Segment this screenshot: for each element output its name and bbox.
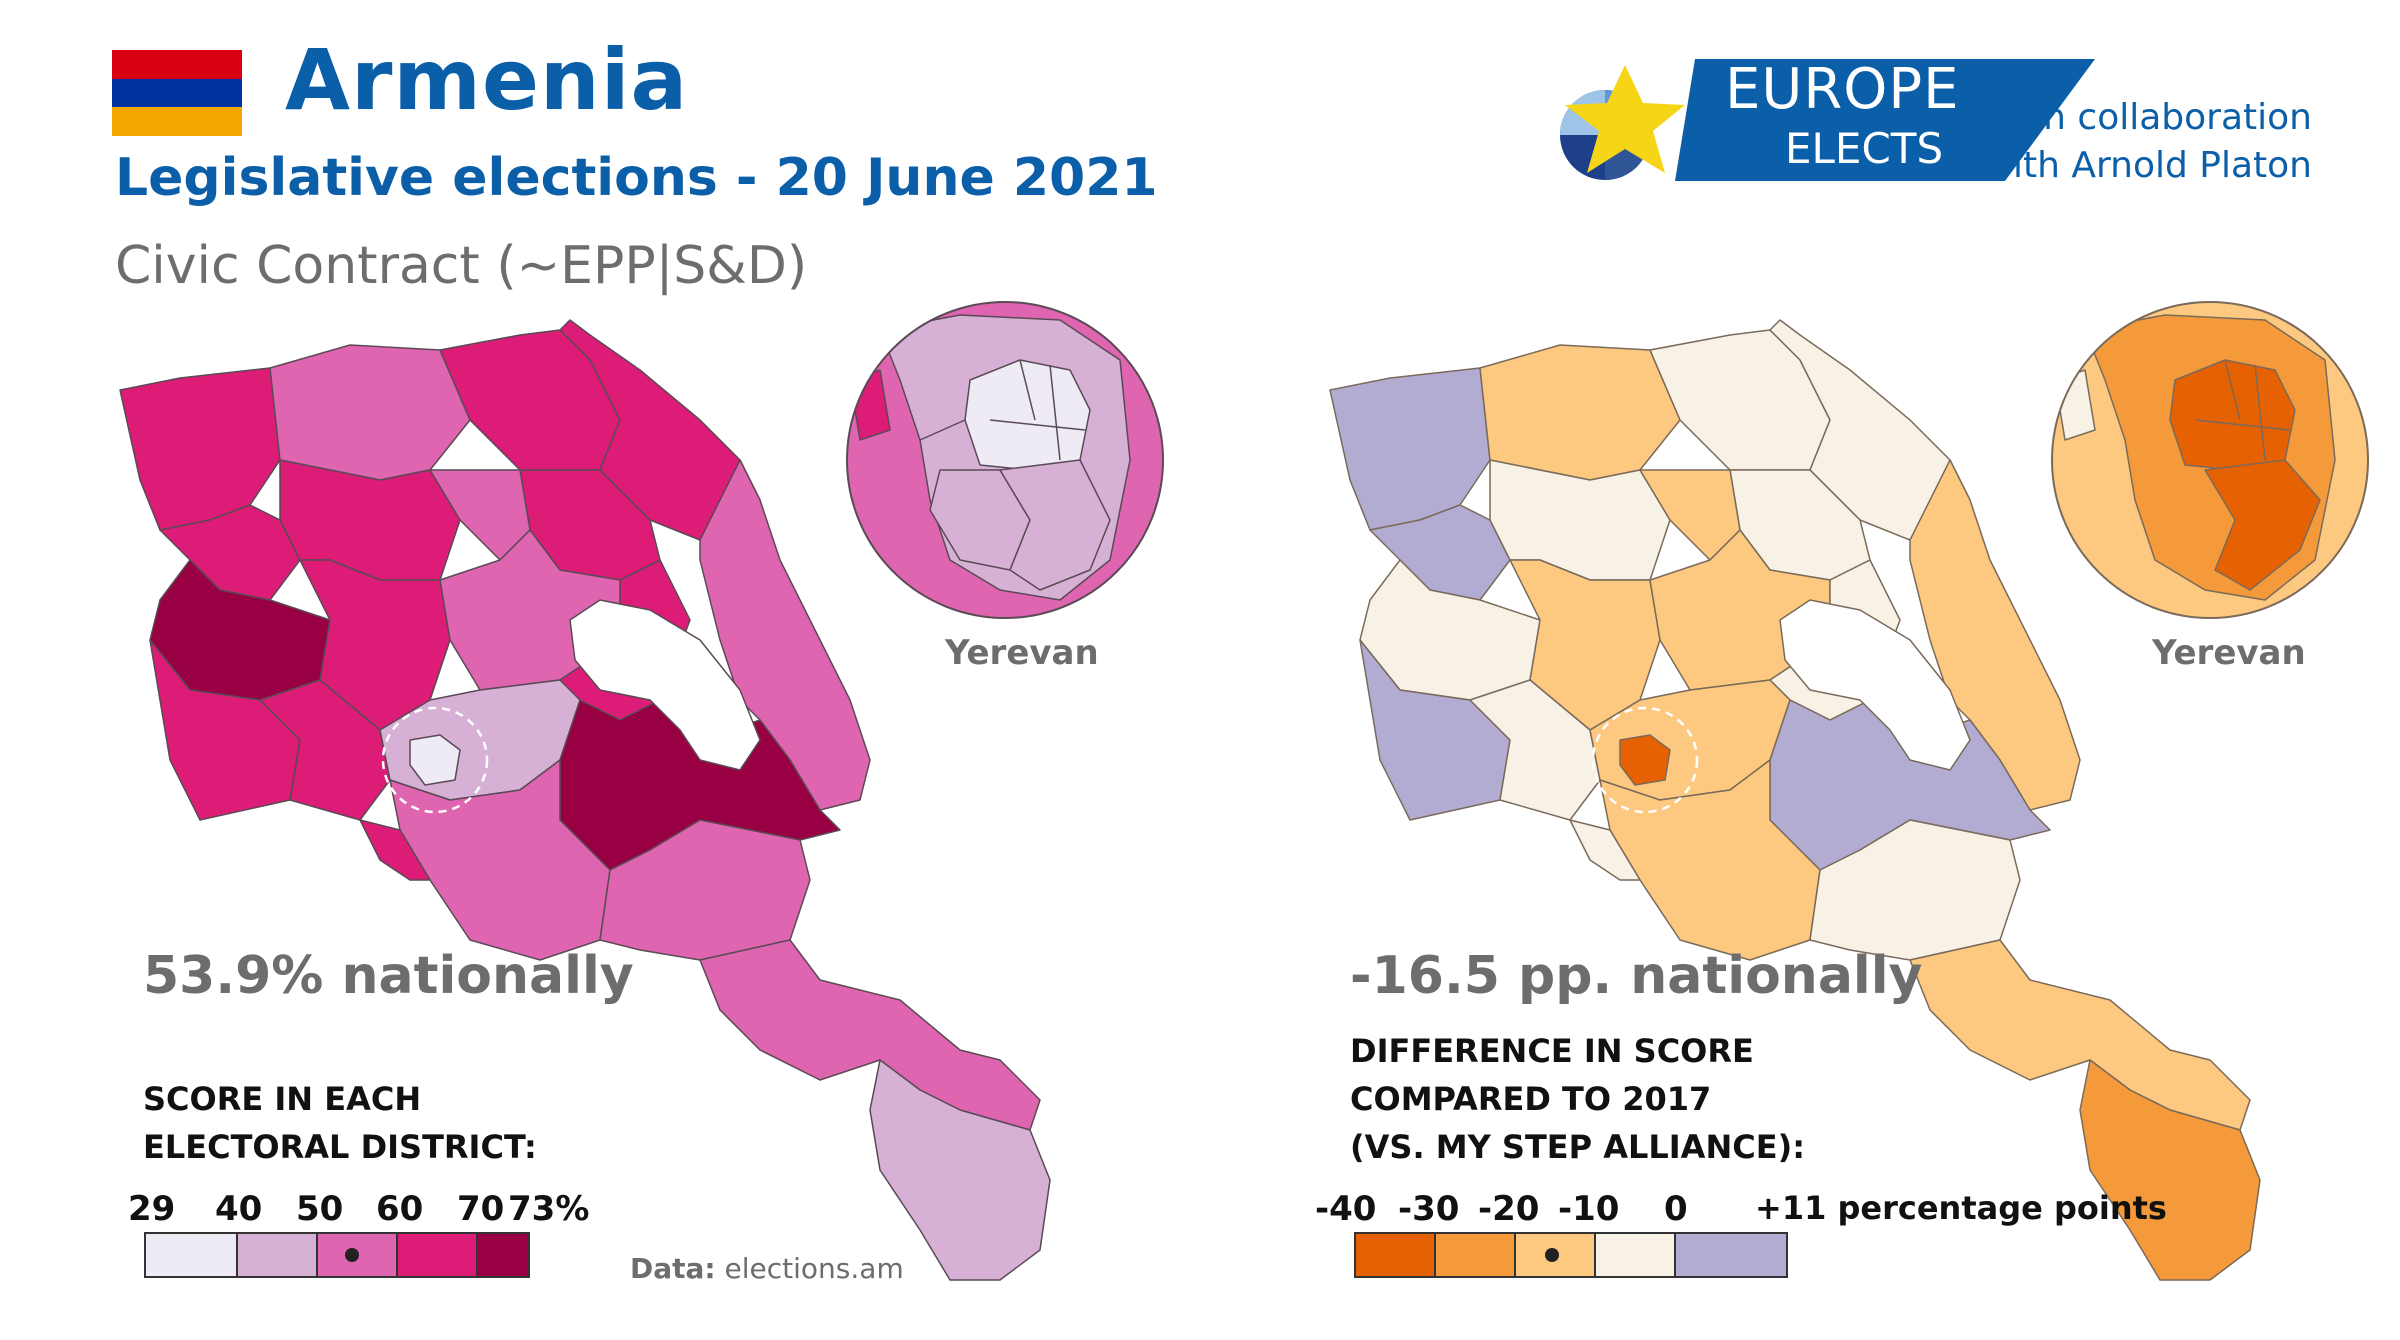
legend-right-bin-1 <box>1434 1232 1516 1278</box>
data-source-label: Data: <box>630 1252 716 1285</box>
flag-stripe-red <box>112 50 242 79</box>
legend-title-left-line1: SCORE IN EACH <box>143 1080 422 1118</box>
flag-stripe-blue <box>112 78 242 108</box>
europe-elects-logo <box>1560 59 2095 181</box>
right-legend <box>1354 1232 1788 1278</box>
inset-label-right: Yerevan <box>2152 633 2306 673</box>
legend-title-right-line1: DIFFERENCE IN SCORE <box>1350 1032 1754 1070</box>
left-legend <box>144 1232 530 1278</box>
yerevan-marker-right <box>1591 706 1699 814</box>
data-source: Data: elections.am <box>630 1255 904 1283</box>
armenia-flag <box>112 50 242 136</box>
district-r-syunik-south <box>2079 1059 2261 1281</box>
legend-title-right: DIFFERENCE IN SCORE COMPARED TO 2017 (VS… <box>1350 1027 1805 1171</box>
tick-left-1: 40 <box>215 1189 263 1229</box>
data-source-value: elections.am <box>724 1252 904 1285</box>
tick-left-0: 29 <box>128 1189 176 1229</box>
tick-right-1: -30 <box>1398 1189 1460 1229</box>
legend-right-bin-4 <box>1674 1232 1788 1278</box>
page-title: Armenia <box>285 31 689 129</box>
legend-right-bin-3 <box>1594 1232 1676 1278</box>
legend-left-bin-4 <box>476 1232 530 1278</box>
collaboration-line-1: in collaboration <box>2033 97 2312 138</box>
tick-left-2: 50 <box>296 1189 344 1229</box>
party-name: Civic Contract (~EPP|S&D) <box>115 236 808 296</box>
legend-title-right-line2: COMPARED TO 2017 <box>1350 1080 1712 1118</box>
legend-title-left-line2: ELECTORAL DISTRICT: <box>143 1128 537 1166</box>
tick-left-5: 73% <box>508 1189 590 1229</box>
inset-label-left: Yerevan <box>945 633 1099 673</box>
district-aragats-south <box>259 679 391 821</box>
tick-right-4: 0 <box>1664 1189 1688 1229</box>
district-syunik-north <box>699 939 1041 1131</box>
left-map <box>119 301 1164 1281</box>
national-result-left: 53.9% nationally <box>143 946 634 1006</box>
district-shirak <box>119 367 281 531</box>
district-r-aragats-south <box>1469 679 1601 821</box>
district-syunik-south <box>869 1059 1051 1281</box>
tick-right-3: -10 <box>1558 1189 1620 1229</box>
legend-left-bin-0 <box>144 1232 238 1278</box>
district-r-ararat-west <box>1569 819 1641 881</box>
national-result-right: -16.5 pp. nationally <box>1350 946 1923 1006</box>
star-icon <box>1565 65 1685 173</box>
tick-right-5: +11 percentage points <box>1755 1189 2167 1227</box>
district-r-vayots-dzor <box>1809 819 2021 961</box>
national-marker-left <box>345 1248 359 1262</box>
collaboration-line-2: with Arnold Platon <box>1983 145 2312 186</box>
district-ararat-west <box>359 819 431 881</box>
legend-left-bin-3 <box>396 1232 478 1278</box>
tick-right-0: -40 <box>1315 1189 1377 1229</box>
yerevan-marker-left <box>381 706 489 814</box>
tick-left-3: 60 <box>376 1189 424 1229</box>
right-map <box>1329 319 2261 1281</box>
tick-left-4: 70 <box>457 1189 505 1229</box>
legend-right-bin-0 <box>1354 1232 1436 1278</box>
tick-right-2: -20 <box>1478 1189 1540 1229</box>
district-vayots-dzor <box>599 819 811 961</box>
page-subtitle: Legislative elections - 20 June 2021 <box>115 148 1158 208</box>
lake-sevan <box>569 599 761 771</box>
district-r-syunik-north <box>1909 939 2251 1131</box>
district-aragats-central <box>299 559 451 731</box>
district-r-aragats-central <box>1509 559 1661 731</box>
logo-text-elects: ELECTS <box>1785 124 1944 173</box>
yerevan-inset-right <box>2051 301 2369 619</box>
logo-text-europe: EUROPE <box>1725 57 1960 122</box>
district-r-lori-west <box>1479 344 1681 481</box>
legend-title-left: SCORE IN EACH ELECTORAL DISTRICT: <box>143 1075 537 1171</box>
district-r-shirak <box>1329 367 1491 531</box>
district-lori-west <box>269 344 471 481</box>
national-marker-right <box>1545 1248 1559 1262</box>
yerevan-inset-left <box>847 302 1163 618</box>
legend-left-bin-1 <box>236 1232 318 1278</box>
flag-stripe-orange <box>112 107 242 136</box>
legend-title-right-line3: (VS. MY STEP ALLIANCE): <box>1350 1128 1805 1166</box>
lake-sevan-right <box>1779 599 1971 771</box>
